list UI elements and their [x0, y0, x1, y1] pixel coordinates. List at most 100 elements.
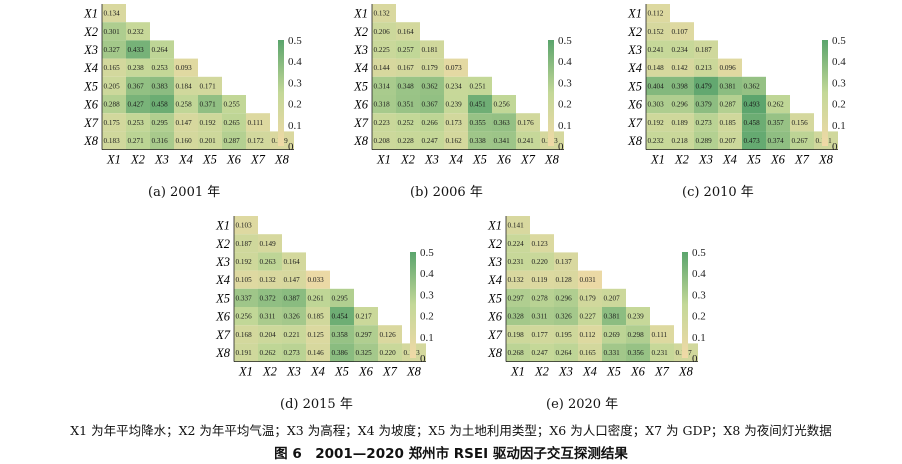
cell-value-label: 0.167: [398, 64, 415, 72]
cell-value-label: 0.362: [422, 82, 439, 90]
cell-value-label: 0.201: [200, 137, 217, 145]
cell-value-label: 0.295: [332, 294, 349, 302]
colorbar-tick-label: 0: [558, 141, 564, 153]
heatmap-cell: [444, 95, 468, 114]
cell-value-label: 0.328: [508, 313, 525, 321]
cell-value-label: 0.287: [720, 101, 737, 109]
heatmap-cell: [670, 76, 694, 95]
cell-value-label: 0.289: [696, 137, 713, 145]
heatmap-cell: [126, 76, 150, 95]
cell-value-label: 0.125: [308, 331, 325, 339]
heatmap-cell: [444, 113, 468, 132]
cell-value-label: 0.126: [380, 331, 397, 339]
colorbar-tick-label: 0.4: [420, 268, 434, 280]
cell-value-label: 0.165: [104, 64, 121, 72]
cell-value-label: 0.427: [128, 101, 145, 109]
cell-value-label: 0.128: [556, 276, 573, 284]
cell-value-label: 0.220: [380, 349, 397, 357]
cell-value-label: 0.192: [648, 119, 665, 127]
heatmap-cell: [420, 113, 444, 132]
cell-value-label: 0.234: [672, 46, 689, 54]
heatmap-cell: [742, 113, 766, 132]
heatmap-cell: [420, 40, 444, 59]
heatmap-cell: [468, 95, 492, 114]
heatmap-cell: [174, 95, 198, 114]
cell-value-label: 0.112: [580, 331, 596, 339]
heatmap-cell: [554, 325, 578, 344]
heatmap-cell: [354, 307, 378, 326]
column-tick-label: X5: [606, 365, 621, 379]
cell-value-label: 0.224: [508, 240, 525, 248]
heatmap-cell: [646, 131, 670, 150]
row-tick-label: X2: [215, 237, 230, 251]
caption-2015: (d) 2015 年: [280, 397, 353, 412]
heatmap-cell: [516, 113, 540, 132]
heatmap-cell: [282, 252, 306, 271]
cell-value-label: 0.156: [792, 119, 809, 127]
heatmap-cell: [174, 58, 198, 77]
cell-value-label: 0.112: [648, 10, 664, 18]
cell-value-label: 0.204: [260, 331, 277, 339]
cell-value-label: 0.262: [260, 349, 277, 357]
column-tick-label: X4: [310, 365, 325, 379]
heatmap-cell: [282, 343, 306, 362]
cell-value-label: 0.149: [260, 240, 277, 248]
column-tick-label: X2: [262, 365, 277, 379]
heatmap-cell: [282, 270, 306, 289]
heatmap-cell: [354, 325, 378, 344]
row-tick-label: X7: [83, 116, 99, 130]
heatmap-cell: [578, 325, 602, 344]
row-tick-label: X1: [353, 7, 368, 21]
cell-value-label: 0.451: [470, 101, 487, 109]
heatmap-cell: [554, 307, 578, 326]
heatmap-cell: [234, 343, 258, 362]
heatmap-cell: [766, 95, 790, 114]
column-tick-label: X7: [382, 365, 398, 379]
row-tick-label: X7: [215, 328, 231, 342]
cell-value-label: 0.165: [580, 349, 597, 357]
heatmap-cell: [306, 288, 330, 307]
cell-value-label: 0.266: [422, 119, 439, 127]
cell-value-label: 0.137: [556, 258, 573, 266]
cell-value-label: 0.257: [398, 46, 415, 54]
heatmap-cell: [530, 343, 554, 362]
cell-value-label: 0.371: [200, 101, 217, 109]
column-tick-label: X6: [770, 153, 786, 167]
column-tick-label: X3: [424, 153, 439, 167]
heatmap-cell: [694, 58, 718, 77]
cell-value-label: 0.355: [470, 119, 487, 127]
cell-value-label: 0.231: [652, 349, 669, 357]
column-tick-label: X6: [496, 153, 512, 167]
row-tick-label: X8: [83, 134, 99, 148]
heatmap-cell: [102, 58, 126, 77]
cell-value-label: 0.103: [236, 222, 253, 230]
heatmap-cell: [742, 95, 766, 114]
cell-value-label: 0.134: [104, 10, 121, 18]
column-tick-label: X7: [520, 153, 536, 167]
heatmap-cell: [234, 234, 258, 253]
cell-value-label: 0.217: [356, 313, 373, 321]
cell-value-label: 0.192: [236, 258, 253, 266]
heatmap-cell: [646, 58, 670, 77]
cell-value-label: 0.184: [176, 82, 193, 90]
cell-value-label: 0.247: [422, 137, 439, 145]
heatmap-cell: [694, 76, 718, 95]
heatmap-cell: [602, 343, 626, 362]
heatmap-cell: [126, 131, 150, 150]
row-tick-label: X2: [487, 237, 502, 251]
heatmap-cell: [330, 343, 354, 362]
heatmap-panel-2001: 0.134 0.301 0.232 0.327 0.433 0.264 0.165 0.238…: [70, 0, 310, 172]
cell-value-label: 0.278: [532, 294, 549, 302]
heatmap-cell: [150, 113, 174, 132]
column-tick-label: X5: [334, 365, 349, 379]
column-tick-label: X2: [534, 365, 549, 379]
cell-value-label: 0.241: [518, 137, 535, 145]
cell-value-label: 0.314: [374, 82, 391, 90]
heatmap-cell: [222, 113, 246, 132]
cell-value-label: 0.148: [648, 64, 665, 72]
column-tick-label: X4: [178, 153, 193, 167]
colorbar-tick-label: 0.4: [692, 268, 706, 280]
colorbar-tick-label: 0.2: [420, 311, 434, 323]
row-tick-label: X6: [83, 98, 99, 112]
heatmap-cell: [150, 76, 174, 95]
